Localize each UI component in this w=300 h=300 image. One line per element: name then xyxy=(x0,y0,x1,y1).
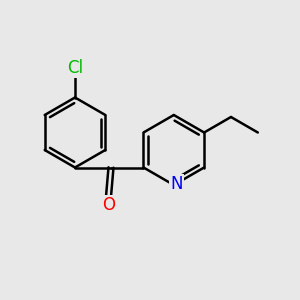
Text: Cl: Cl xyxy=(67,59,83,77)
Text: O: O xyxy=(102,196,115,214)
Text: N: N xyxy=(170,175,183,193)
